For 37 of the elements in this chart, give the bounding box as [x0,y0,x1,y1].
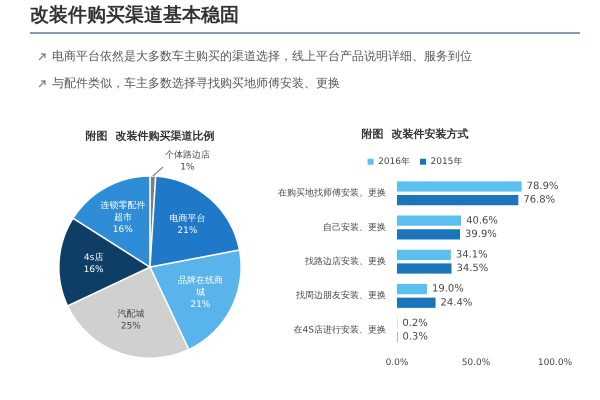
y-tick-label: 在4S店进行安装、更换 [294,324,386,336]
data-label: 78.9% [526,181,558,192]
data-label: 25% [120,322,142,332]
y-tick-label: 找路边店安装、更换 [304,256,386,268]
y-tick-label: 自己安装、更换 [323,222,386,233]
slice-label: 汽配城 [117,308,144,320]
slice-label: 连锁零配件超市 [100,200,146,223]
data-label: 39.9% [465,228,497,240]
data-label: 76.8% [523,194,556,206]
x-tick-label: 0.0% [386,358,409,368]
slice-label: 个体路边店 [164,149,210,160]
slice-label: 4s店 [84,252,104,263]
slice-label: 品牌在线商城 [178,275,223,298]
data-label: 40.6% [466,215,498,226]
text: 与配件类似，车主多数选择寻找购买地师傅安装、更换 [52,75,340,92]
data-label: 21% [177,226,198,236]
chart-title: 附图 改装件购买渠道比例 [86,129,214,142]
data-label: 21% [190,300,211,310]
data-label: 0.3% [402,332,428,343]
data-label: 1% [180,162,195,172]
y-tick-label: 找周边朋友安装、更换 [295,290,386,302]
x-tick-label: 50.0% [462,358,491,368]
data-label: 16% [112,224,134,235]
x-tick-label: 100.0% [538,358,573,368]
text: 电商平台依然是大多数车主购买的渠道选择，线上平台产品说明详细、服务到位 [52,48,472,65]
data-label: 19.0% [432,284,464,295]
legend-label: 2016年 [378,156,410,168]
slice-label: 电商平台 [169,213,206,224]
y-tick-label: 在购买地找师傅安装、更换 [278,188,386,199]
data-label: 34.1% [456,249,488,260]
data-label: 24.4% [440,297,472,308]
chart-title: 附图 改装件安装方式 [362,127,468,140]
data-label: 34.5% [456,263,488,274]
data-label: 0.2% [402,318,428,329]
text: 改装件购买渠道基本稳固 [30,3,240,28]
legend-label: 2015年 [430,156,462,168]
data-label: 16% [84,264,104,275]
